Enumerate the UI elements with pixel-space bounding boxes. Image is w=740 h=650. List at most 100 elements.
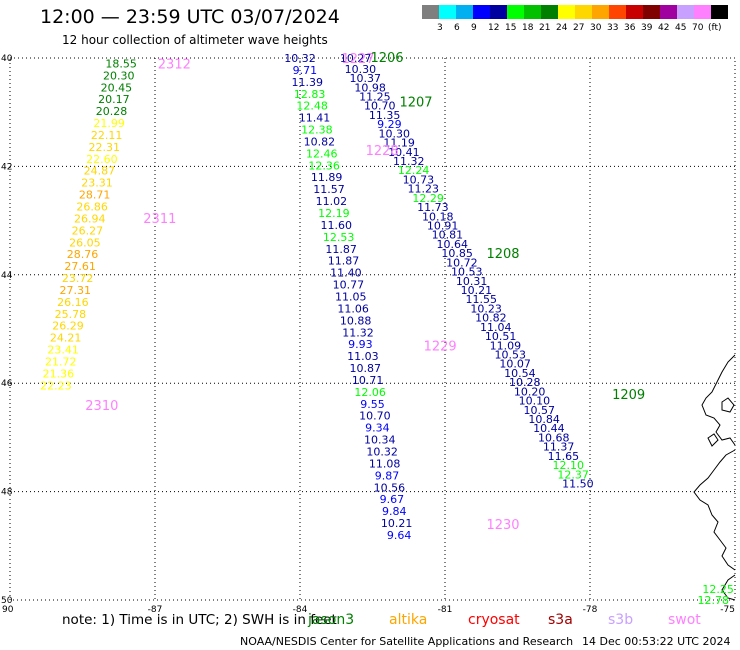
wave-height-value: 23.31 <box>81 177 113 190</box>
wave-height-value: 21.99 <box>93 117 125 130</box>
wave-height-value: 11.57 <box>313 183 345 196</box>
pass-time-label: 1228 <box>366 144 399 159</box>
lat-tick-label: 46 <box>1 379 13 389</box>
wave-height-value: 10.27 <box>340 52 372 65</box>
wave-height-value: 9.87 <box>375 469 400 482</box>
pass-time-label: 1207 <box>399 95 432 110</box>
map-grid <box>10 58 735 600</box>
wave-height-value: 10.82 <box>475 312 507 325</box>
color-scale-swatch <box>558 5 575 19</box>
wave-height-value: 12.36 <box>308 159 340 172</box>
wave-height-value: 10.28 <box>509 376 541 389</box>
wave-height-value: 26.16 <box>57 296 89 309</box>
wave-height-value: 10.21 <box>461 284 493 297</box>
color-scale-swatch <box>677 5 694 19</box>
wave-height-value: 11.87 <box>328 255 360 268</box>
wave-height-value: 11.19 <box>383 137 415 150</box>
wave-height-value: 12.37 <box>557 468 589 481</box>
wave-height-value: 10.88 <box>340 314 372 327</box>
wave-height-value: 10.56 <box>374 481 406 494</box>
pass-time-label: 1209 <box>612 388 645 403</box>
wave-height-value: 10.44 <box>533 422 565 435</box>
wave-height-value: 10.30 <box>379 127 411 140</box>
mission-label-s3b: s3b <box>608 612 634 628</box>
pass-time-label: 2311 <box>143 212 176 227</box>
wave-height-value: 21.72 <box>45 356 77 369</box>
pass-time-label: 1230 <box>486 518 519 533</box>
color-scale-label: 33 <box>607 23 619 33</box>
color-scale-swatch <box>694 5 711 19</box>
color-scale-swatch <box>592 5 609 19</box>
wave-height-value: 10.34 <box>364 434 396 447</box>
lon-tick-label: -84 <box>293 605 308 615</box>
color-scale-swatch <box>660 5 677 19</box>
lat-tick-label: 50 <box>1 596 13 606</box>
lat-tick-label: 42 <box>1 162 12 172</box>
wave-height-value: 10.73 <box>403 173 435 186</box>
wave-height-value: 11.02 <box>316 195 348 208</box>
wave-height-value: 10.07 <box>499 358 531 371</box>
color-scale-swatch <box>490 5 507 19</box>
color-scale-swatch <box>609 5 626 19</box>
pass-time-label: 2312 <box>158 57 191 72</box>
color-scale-label: 15 <box>505 23 517 33</box>
lon-tick-label: -78 <box>583 605 598 615</box>
color-scale-swatch <box>507 5 524 19</box>
wave-height-value: 9.55 <box>360 398 385 411</box>
footer-center: NOAA/NESDIS Center for Satellite Applica… <box>240 635 574 648</box>
wave-height-value: 10.77 <box>333 279 365 292</box>
wave-height-value: 11.03 <box>347 350 379 363</box>
wave-height-value: 9.84 <box>382 505 407 518</box>
wave-height-value: 11.60 <box>321 219 353 232</box>
wave-height-value: 23.41 <box>47 344 79 357</box>
wave-height-value: 22.23 <box>40 379 72 392</box>
wave-height-value: 28.71 <box>79 189 111 202</box>
wave-height-value: 22.11 <box>91 129 123 142</box>
wave-height-value: 11.09 <box>490 339 522 352</box>
mission-label-cryosat: cryosat <box>468 612 520 628</box>
lat-tick-label: 44 <box>1 271 13 281</box>
color-scale-swatch <box>626 5 643 19</box>
wave-height-value: 11.41 <box>299 112 331 125</box>
color-scale-swatch <box>575 5 592 19</box>
wave-height-value: 11.05 <box>335 290 367 303</box>
wave-height-value: 10.70 <box>359 410 391 423</box>
wave-height-value: 9.71 <box>293 64 318 77</box>
wave-height-value: 20.45 <box>101 81 133 94</box>
wave-height-value: 9.67 <box>380 493 405 506</box>
color-scale-swatch <box>439 5 456 19</box>
color-scale-label: 24 <box>556 23 568 33</box>
mission-legend: jason3 altika cryosat s3a s3b swot <box>0 612 740 630</box>
page-subtitle: 12 hour collection of altimeter wave hei… <box>62 33 328 47</box>
wave-height-value: 10.53 <box>495 348 527 361</box>
wave-height-value: 20.17 <box>98 93 130 106</box>
wave-height-value: 10.21 <box>381 517 413 530</box>
wave-height-value: 22.31 <box>89 141 121 154</box>
coastline-segment <box>707 433 719 447</box>
wave-height-value: 10.68 <box>538 431 570 444</box>
map-frame <box>9 57 736 601</box>
wave-height-value: 10.71 <box>352 374 384 387</box>
mission-label-jason3: jason3 <box>308 612 355 628</box>
wave-height-value: 27.31 <box>60 284 92 297</box>
color-scale-label: 45 <box>675 23 687 33</box>
color-scale-label: 9 <box>471 23 477 33</box>
wave-height-value: 12.10 <box>553 459 585 472</box>
color-scale-swatch <box>524 5 541 19</box>
wave-height-value: 21.36 <box>43 367 75 380</box>
color-scale-label: 27 <box>573 23 585 33</box>
wave-height-value: 26.94 <box>74 212 106 225</box>
pass-time-label: 1227 <box>341 52 374 67</box>
pass-time-label: 1206 <box>370 51 403 66</box>
wave-height-value: 10.91 <box>427 219 459 232</box>
wave-height-value: 11.32 <box>342 326 374 339</box>
wave-height-value: 12.29 <box>412 192 444 205</box>
wave-height-value: 11.87 <box>325 243 357 256</box>
pass-time-label: 2310 <box>85 399 118 414</box>
wave-height-value: 10.57 <box>524 404 556 417</box>
color-scale-label: 39 <box>641 23 653 33</box>
wave-height-value: 20.28 <box>96 105 128 118</box>
map-border <box>9 57 736 601</box>
